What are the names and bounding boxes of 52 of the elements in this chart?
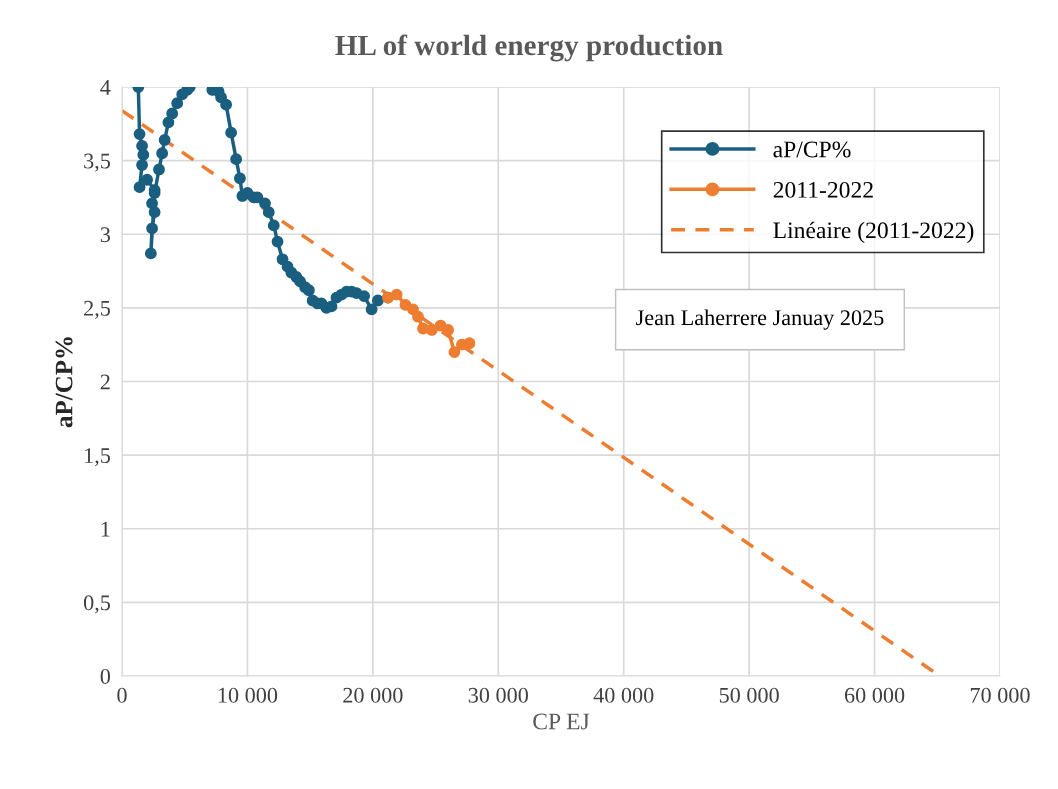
y-tick-label: 1,5 bbox=[85, 448, 111, 467]
x-tick-label: 50 000 bbox=[719, 687, 779, 703]
point bbox=[133, 128, 146, 141]
point bbox=[233, 172, 246, 185]
y-tick-label: 2 bbox=[100, 374, 110, 390]
point bbox=[390, 288, 403, 301]
legend-label: 2011-2022 bbox=[773, 181, 873, 198]
y-axis-title: aP/CP% bbox=[55, 337, 73, 428]
y-tick-label: 0,5 bbox=[83, 595, 111, 614]
x-tick-label: 70 000 bbox=[970, 687, 1030, 703]
point bbox=[144, 247, 157, 260]
x-tick-label: 20 000 bbox=[343, 687, 403, 703]
y-tick-label: 0 bbox=[100, 668, 111, 684]
point bbox=[133, 181, 146, 194]
point bbox=[137, 148, 150, 161]
chart-title: HL of world energy production bbox=[335, 34, 723, 62]
point bbox=[267, 219, 280, 232]
point bbox=[262, 206, 275, 219]
x-tick-label: 0 bbox=[117, 687, 127, 703]
y-tick-label: 3 bbox=[100, 227, 111, 243]
point bbox=[230, 153, 243, 166]
x-tick-label: 40 000 bbox=[593, 687, 654, 703]
point bbox=[371, 294, 384, 307]
x-axis-title: CP EJ bbox=[533, 713, 590, 730]
point bbox=[463, 337, 476, 350]
point bbox=[148, 206, 161, 219]
point bbox=[136, 159, 148, 171]
point bbox=[365, 303, 378, 316]
point bbox=[153, 163, 165, 176]
x-tick-label: 10 000 bbox=[218, 687, 278, 703]
point bbox=[220, 98, 233, 111]
point bbox=[156, 147, 169, 160]
y-tick-label: 1 bbox=[101, 521, 110, 537]
annotation: Jean Laherrere Januay 2025 bbox=[636, 309, 884, 330]
y-tick-label: 3,5 bbox=[84, 153, 111, 172]
point bbox=[141, 173, 153, 186]
point bbox=[171, 97, 184, 110]
x-tick-label: 30 000 bbox=[468, 687, 528, 703]
y-tick-label: 4 bbox=[100, 80, 111, 95]
legend-label: Linéaire (2011-2022) bbox=[773, 221, 974, 244]
point bbox=[225, 126, 238, 139]
point bbox=[412, 310, 424, 323]
legend-label: aP/CP% bbox=[773, 141, 851, 158]
point bbox=[146, 222, 159, 235]
point bbox=[358, 290, 370, 302]
point bbox=[158, 134, 171, 146]
point bbox=[271, 235, 284, 248]
point bbox=[448, 346, 461, 358]
x-tick-label: 60 000 bbox=[844, 687, 905, 703]
y-tick-label: 2,5 bbox=[84, 300, 111, 319]
point bbox=[442, 324, 455, 336]
point bbox=[166, 107, 179, 120]
